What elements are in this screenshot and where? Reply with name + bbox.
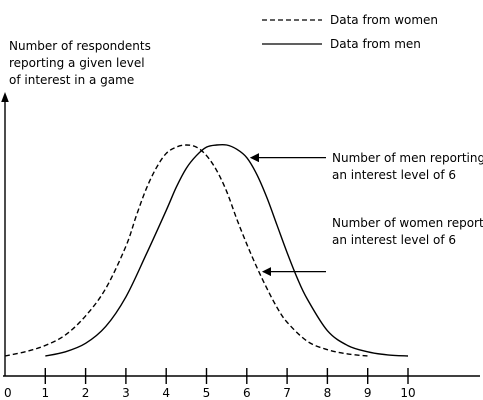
annotation-women-line-1: Number of women reporting — [332, 216, 483, 230]
x-tick-label-8: 8 — [324, 386, 332, 400]
annotation-women: Number of women reporting an interest le… — [261, 216, 483, 277]
annotation-men-line-2: an interest level of 6 — [332, 168, 456, 182]
y-axis — [1, 92, 9, 376]
x-tick-label-1: 1 — [41, 386, 49, 400]
annotation-women-line-2: an interest level of 6 — [332, 233, 456, 247]
x-tick-label-6: 6 — [243, 386, 251, 400]
legend-women-label: Data from women — [330, 13, 438, 27]
x-tick-label-3: 3 — [122, 386, 130, 400]
x-tick-label-9: 9 — [364, 386, 372, 400]
legend: Data from women Data from men — [262, 13, 438, 51]
annotation-men: Number of men reporting an interest leve… — [249, 151, 483, 182]
x-tick-label-4: 4 — [162, 386, 170, 400]
x-tick-label-0: 0 — [4, 386, 12, 400]
y-axis-label-line-2: reporting a given level — [9, 56, 145, 70]
y-axis-label: Number of respondents reporting a given … — [9, 39, 155, 87]
y-axis-label-line-3: of interest in a game — [9, 73, 134, 87]
x-tick-label-2: 2 — [82, 386, 90, 400]
x-ticks: 0 1 2 3 4 5 6 7 8 9 10 — [4, 368, 416, 400]
legend-men-label: Data from men — [330, 37, 421, 51]
annotation-men-text: Number of men reporting an interest leve… — [332, 151, 483, 182]
y-axis-label-line-1: Number of respondents — [9, 39, 151, 53]
x-tick-label-10: 10 — [400, 386, 415, 400]
annotation-women-text: Number of women reporting an interest le… — [332, 216, 483, 247]
series-layer — [4, 143, 409, 357]
x-tick-label-5: 5 — [203, 386, 211, 400]
y-axis-arrow — [1, 92, 9, 102]
series-men-line — [45, 143, 409, 357]
annotation-men-line-1: Number of men reporting — [332, 151, 483, 165]
x-tick-label-7: 7 — [283, 386, 291, 400]
series-women-line — [4, 144, 368, 357]
